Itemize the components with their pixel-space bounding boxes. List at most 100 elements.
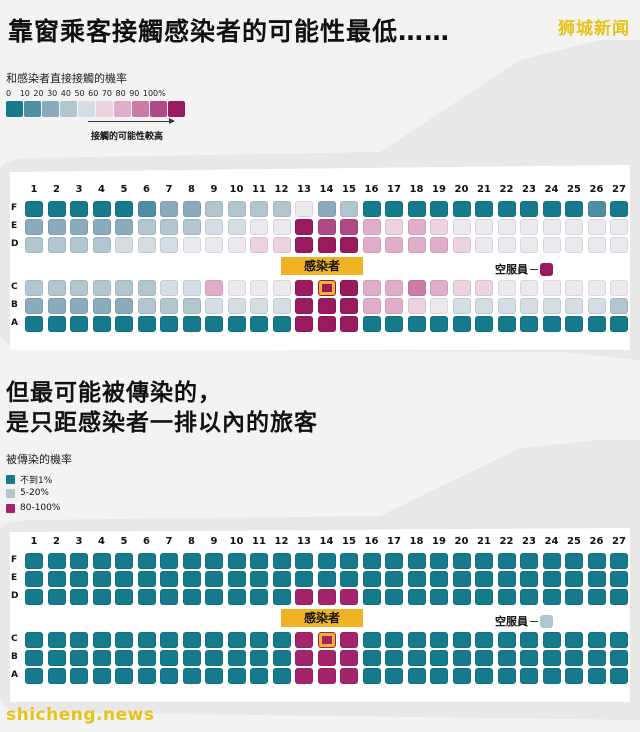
row-number: 2 — [53, 536, 60, 547]
seat-17D — [385, 237, 403, 253]
legend-2-swatch-high — [6, 503, 15, 513]
seat-5E — [115, 219, 133, 235]
seat-20A — [452, 668, 471, 684]
row-number: 9 — [210, 536, 218, 547]
seat-25A — [565, 316, 583, 332]
seat-23D — [520, 237, 538, 253]
seat-17A — [385, 316, 403, 332]
seat-10E — [227, 219, 246, 235]
seat-10C — [227, 280, 246, 296]
seat-27A — [610, 668, 628, 684]
seat-22A — [497, 668, 516, 684]
scale-label: 80 — [115, 89, 126, 98]
seat-2F — [47, 201, 66, 217]
seat-17F — [385, 201, 403, 217]
seat-23E — [520, 219, 538, 235]
seat-24A — [542, 668, 561, 684]
seat-23C — [520, 280, 538, 296]
row-number: 11 — [252, 536, 266, 547]
seat-6D — [137, 237, 156, 253]
seat-2E — [47, 219, 66, 235]
seat-21F — [475, 201, 493, 217]
seat-13F — [295, 201, 313, 217]
seat-17B — [385, 298, 403, 314]
seat-20A — [452, 316, 471, 332]
seat-4F — [92, 553, 111, 569]
seat-15F — [340, 553, 358, 569]
seat-6D — [137, 589, 156, 605]
seat-1F — [25, 201, 43, 217]
seat-16E — [362, 219, 381, 235]
seat-5B — [115, 650, 133, 666]
row-number: 14 — [319, 536, 334, 547]
row-number: 23 — [522, 536, 536, 547]
row-number: 20 — [454, 536, 469, 547]
seat-12A — [272, 668, 291, 684]
seat-5D — [115, 237, 133, 253]
seat-10B — [227, 650, 246, 666]
seat-14E — [317, 571, 336, 587]
legend-1-scale-labels: 0 10 20 30 40 50 60 70 80 90 100% — [6, 89, 166, 98]
row-number: 14 — [319, 184, 334, 195]
seat-21C — [475, 632, 493, 648]
seat-4B — [92, 650, 111, 666]
seat-16F — [362, 201, 381, 217]
seat-17C — [385, 280, 403, 296]
seat-12C — [272, 632, 291, 648]
seat-27C — [610, 280, 628, 296]
seat-18F — [407, 553, 426, 569]
seat-26A — [587, 316, 606, 332]
seat-11D — [250, 589, 268, 605]
seat-6B — [137, 650, 156, 666]
seat-10F — [227, 553, 246, 569]
seat-26F — [587, 553, 606, 569]
seat-21D — [475, 589, 493, 605]
seat-14B — [317, 298, 336, 314]
seat-5C — [115, 632, 133, 648]
seat-13A — [295, 668, 313, 684]
row-number: 8 — [188, 184, 195, 195]
legend-2-item-high: 80-100% — [6, 503, 60, 513]
seat-letter: B — [11, 652, 18, 662]
seat-27A — [610, 316, 628, 332]
seat-3D — [70, 589, 88, 605]
seat-3D — [70, 237, 88, 253]
seat-23B — [520, 650, 538, 666]
seat-3F — [70, 553, 88, 569]
seat-13B — [295, 298, 313, 314]
headline-2-line-1: 但最可能被傳染的， — [6, 380, 222, 406]
legend-1-arrow — [88, 118, 175, 124]
seat-22E — [497, 571, 516, 587]
infected-seat-marker — [318, 633, 335, 647]
seat-21B — [475, 650, 493, 666]
seat-9F — [205, 201, 223, 217]
seat-19D — [430, 589, 448, 605]
seat-18E — [407, 571, 426, 587]
seat-1B — [25, 650, 43, 666]
seat-2A — [47, 668, 66, 684]
seat-6F — [137, 553, 156, 569]
seat-7E — [160, 571, 178, 587]
seat-27C — [610, 632, 628, 648]
seat-23E — [520, 571, 538, 587]
seat-12D — [272, 589, 291, 605]
seat-11C — [250, 632, 268, 648]
seat-26E — [587, 219, 606, 235]
row-number: 6 — [143, 184, 150, 195]
seat-7A — [160, 316, 178, 332]
brand-logo: 狮城新闻 — [558, 19, 630, 39]
scale-label: 30 — [47, 89, 58, 98]
seat-letter: C — [11, 634, 18, 644]
legend-2-swatch-mid — [6, 488, 15, 498]
seat-3C — [70, 632, 88, 648]
seat-23A — [520, 668, 538, 684]
seat-8A — [182, 316, 201, 332]
crew-label: 空服員 — [495, 615, 528, 628]
seat-26B — [587, 650, 606, 666]
row-number: 8 — [188, 536, 195, 547]
seat-6C — [137, 632, 156, 648]
seat-8E — [182, 571, 201, 587]
seat-7E — [160, 219, 178, 235]
row-number: 17 — [387, 536, 401, 547]
seat-20C — [452, 280, 471, 296]
